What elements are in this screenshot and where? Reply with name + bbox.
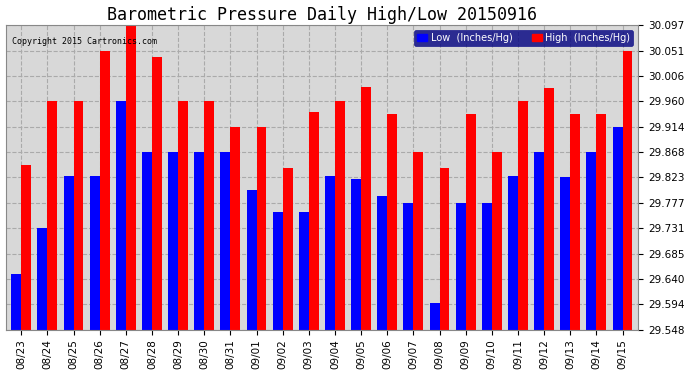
Bar: [63, 176, 74, 330]
Bar: [142, 152, 152, 330]
Bar: [126, 25, 136, 330]
Bar: [325, 176, 335, 330]
Bar: [430, 303, 440, 330]
Bar: [377, 195, 387, 330]
Bar: [152, 57, 162, 330]
Bar: [518, 101, 528, 330]
Bar: [283, 168, 293, 330]
Bar: [230, 127, 240, 330]
Bar: [508, 176, 518, 330]
Bar: [482, 203, 492, 330]
Bar: [335, 101, 345, 330]
Bar: [492, 152, 502, 330]
Bar: [90, 176, 99, 330]
Bar: [534, 152, 544, 330]
Bar: [246, 190, 257, 330]
Bar: [309, 112, 319, 330]
Bar: [361, 87, 371, 330]
Bar: [99, 51, 110, 330]
Legend: Low  (Inches/Hg), High  (Inches/Hg): Low (Inches/Hg), High (Inches/Hg): [414, 30, 633, 46]
Bar: [622, 51, 633, 330]
Bar: [466, 114, 475, 330]
Bar: [220, 152, 230, 330]
Bar: [586, 152, 596, 330]
Bar: [299, 212, 309, 330]
Bar: [455, 203, 466, 330]
Bar: [11, 274, 21, 330]
Bar: [168, 152, 178, 330]
Bar: [37, 228, 48, 330]
Text: Copyright 2015 Cartronics.com: Copyright 2015 Cartronics.com: [12, 37, 157, 46]
Bar: [596, 114, 607, 330]
Bar: [404, 203, 413, 330]
Bar: [273, 212, 283, 330]
Bar: [387, 114, 397, 330]
Bar: [413, 152, 424, 330]
Bar: [195, 152, 204, 330]
Bar: [613, 127, 622, 330]
Bar: [74, 101, 83, 330]
Bar: [21, 165, 31, 330]
Bar: [48, 101, 57, 330]
Bar: [351, 179, 361, 330]
Bar: [204, 101, 214, 330]
Bar: [560, 177, 570, 330]
Bar: [440, 168, 449, 330]
Title: Barometric Pressure Daily High/Low 20150916: Barometric Pressure Daily High/Low 20150…: [107, 6, 537, 24]
Bar: [570, 114, 580, 330]
Bar: [544, 88, 554, 330]
Bar: [178, 101, 188, 330]
Bar: [257, 127, 266, 330]
Bar: [116, 101, 126, 330]
